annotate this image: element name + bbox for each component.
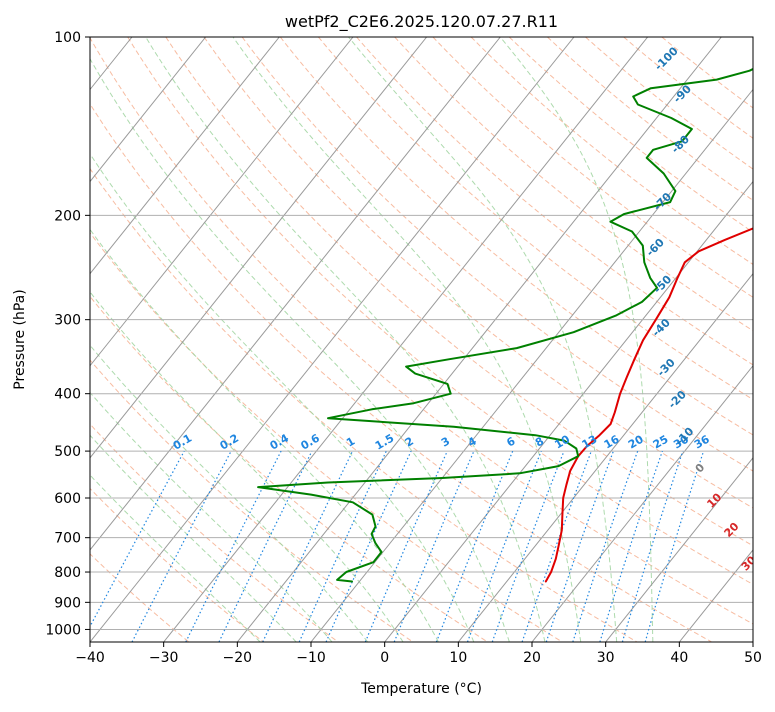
mixing-ratio-line — [522, 451, 591, 642]
x-tick-label: 20 — [523, 650, 541, 666]
x-tick-label: −30 — [149, 650, 179, 666]
mixing-ratio-label: 0.6 — [298, 431, 322, 452]
adiabat-label: 40 — [760, 581, 775, 601]
x-axis-label: Temperature (°C) — [360, 681, 482, 697]
mixing-ratio-label: 4 — [466, 434, 479, 449]
dry-adiabat-line — [0, 37, 189, 642]
mixing-ratio-label: 0.4 — [268, 431, 292, 452]
mixing-ratio-label: 10 — [552, 432, 572, 451]
x-tick-label: 30 — [597, 650, 615, 666]
moist-adiabat-line — [0, 37, 438, 642]
mixing-ratio-line — [132, 451, 231, 642]
moist-adiabat-line — [24, 37, 474, 642]
adiabat-label: 30 — [739, 553, 759, 573]
x-tick-label: 40 — [670, 650, 688, 666]
x-tick-label: −10 — [296, 650, 326, 666]
dry-adiabat-line — [0, 37, 562, 642]
isotherm-line — [679, 37, 775, 642]
isotherm-line — [753, 37, 775, 642]
mixing-ratio-label: 25 — [651, 433, 671, 452]
adiabat-label: -70 — [651, 190, 674, 213]
y-tick-label: 300 — [54, 313, 81, 329]
adiabat-label: -30 — [655, 356, 678, 379]
dry-adiabat-line — [242, 37, 775, 642]
dry-adiabat-line — [0, 37, 488, 642]
dry-adiabat-line — [547, 37, 775, 642]
y-tick-label: 400 — [54, 387, 81, 403]
isotherm-line — [16, 37, 500, 642]
adiabat-label: 20 — [722, 520, 742, 540]
mixing-ratio-label: 13 — [580, 433, 600, 452]
dry-adiabat-line — [471, 37, 775, 642]
mixing-ratio-label: 3 — [439, 435, 452, 450]
isotherm-line — [0, 37, 58, 642]
isotherm-line — [385, 37, 775, 642]
mixing-ratio-line — [436, 451, 512, 642]
isotherm-line — [237, 37, 721, 642]
mixing-ratio-label: 1 — [344, 435, 357, 450]
y-tick-label: 100 — [54, 30, 81, 46]
dry-adiabat-line — [433, 37, 775, 642]
mixing-ratio-line — [82, 451, 184, 642]
isotherm-line — [0, 37, 353, 642]
moist-adiabat-line — [233, 37, 581, 642]
y-axis-label: Pressure (hPa) — [12, 289, 28, 389]
mixing-ratio-label: 0.2 — [218, 432, 241, 453]
x-tick-label: −40 — [75, 650, 105, 666]
dry-adiabat-line — [90, 37, 775, 642]
mixing-ratio-label: 16 — [602, 432, 622, 451]
y-tick-label: 1000 — [45, 622, 81, 638]
temperature-profile-line — [546, 37, 775, 582]
mixing-ratio-line — [645, 451, 703, 642]
y-tick-label: 900 — [54, 595, 81, 611]
y-tick-label: 600 — [54, 491, 81, 507]
x-tick-label: −20 — [223, 650, 253, 666]
isotherm-line — [164, 37, 648, 642]
mixing-ratio-label: 20 — [626, 432, 646, 451]
mixing-ratio-line — [186, 451, 281, 642]
chart-title: wetPf2_C2E6.2025.120.07.27.R11 — [285, 12, 558, 32]
dry-adiabat-line — [586, 37, 775, 642]
dry-adiabat-line — [166, 37, 775, 642]
moist-adiabat-line — [0, 37, 368, 642]
dry-adiabat-line — [13, 37, 637, 642]
mixing-ratio-line — [219, 451, 312, 642]
y-tick-label: 200 — [54, 208, 81, 224]
adiabat-label: 10 — [704, 490, 724, 510]
adiabat-label: -80 — [669, 132, 692, 155]
y-tick-label: 500 — [54, 444, 81, 460]
x-tick-label: 10 — [449, 650, 467, 666]
background-lines — [0, 37, 775, 642]
moist-adiabat-line — [500, 37, 653, 642]
moist-adiabat-line — [0, 37, 260, 642]
adiabat-label: 0 — [693, 461, 708, 476]
moist-adiabat-line — [0, 37, 403, 642]
mixing-ratio-line — [263, 451, 353, 642]
x-tick-label: 50 — [744, 650, 762, 666]
dry-adiabat-line — [0, 37, 264, 642]
dry-adiabat-line — [395, 37, 775, 642]
mixing-ratio-label: 2 — [403, 435, 416, 450]
isotherm-line — [0, 37, 427, 642]
adiabat-label: -60 — [644, 236, 667, 259]
adiabat-label: -20 — [666, 388, 689, 411]
mixing-ratio-label: 6 — [504, 434, 517, 449]
mixing-ratio-line — [468, 451, 542, 642]
isotherm-line — [0, 37, 206, 642]
moist-adiabat-line — [78, 37, 509, 642]
mixing-ratio-label: 1.5 — [373, 432, 396, 453]
x-tick-label: 0 — [380, 650, 389, 666]
y-tick-label: 700 — [54, 531, 81, 547]
isotherm-line — [0, 37, 279, 642]
isotherm-line — [458, 37, 775, 642]
mixing-ratio-line — [600, 451, 663, 642]
moist-adiabat-line — [349, 37, 617, 642]
y-tick-label: 800 — [54, 565, 81, 581]
